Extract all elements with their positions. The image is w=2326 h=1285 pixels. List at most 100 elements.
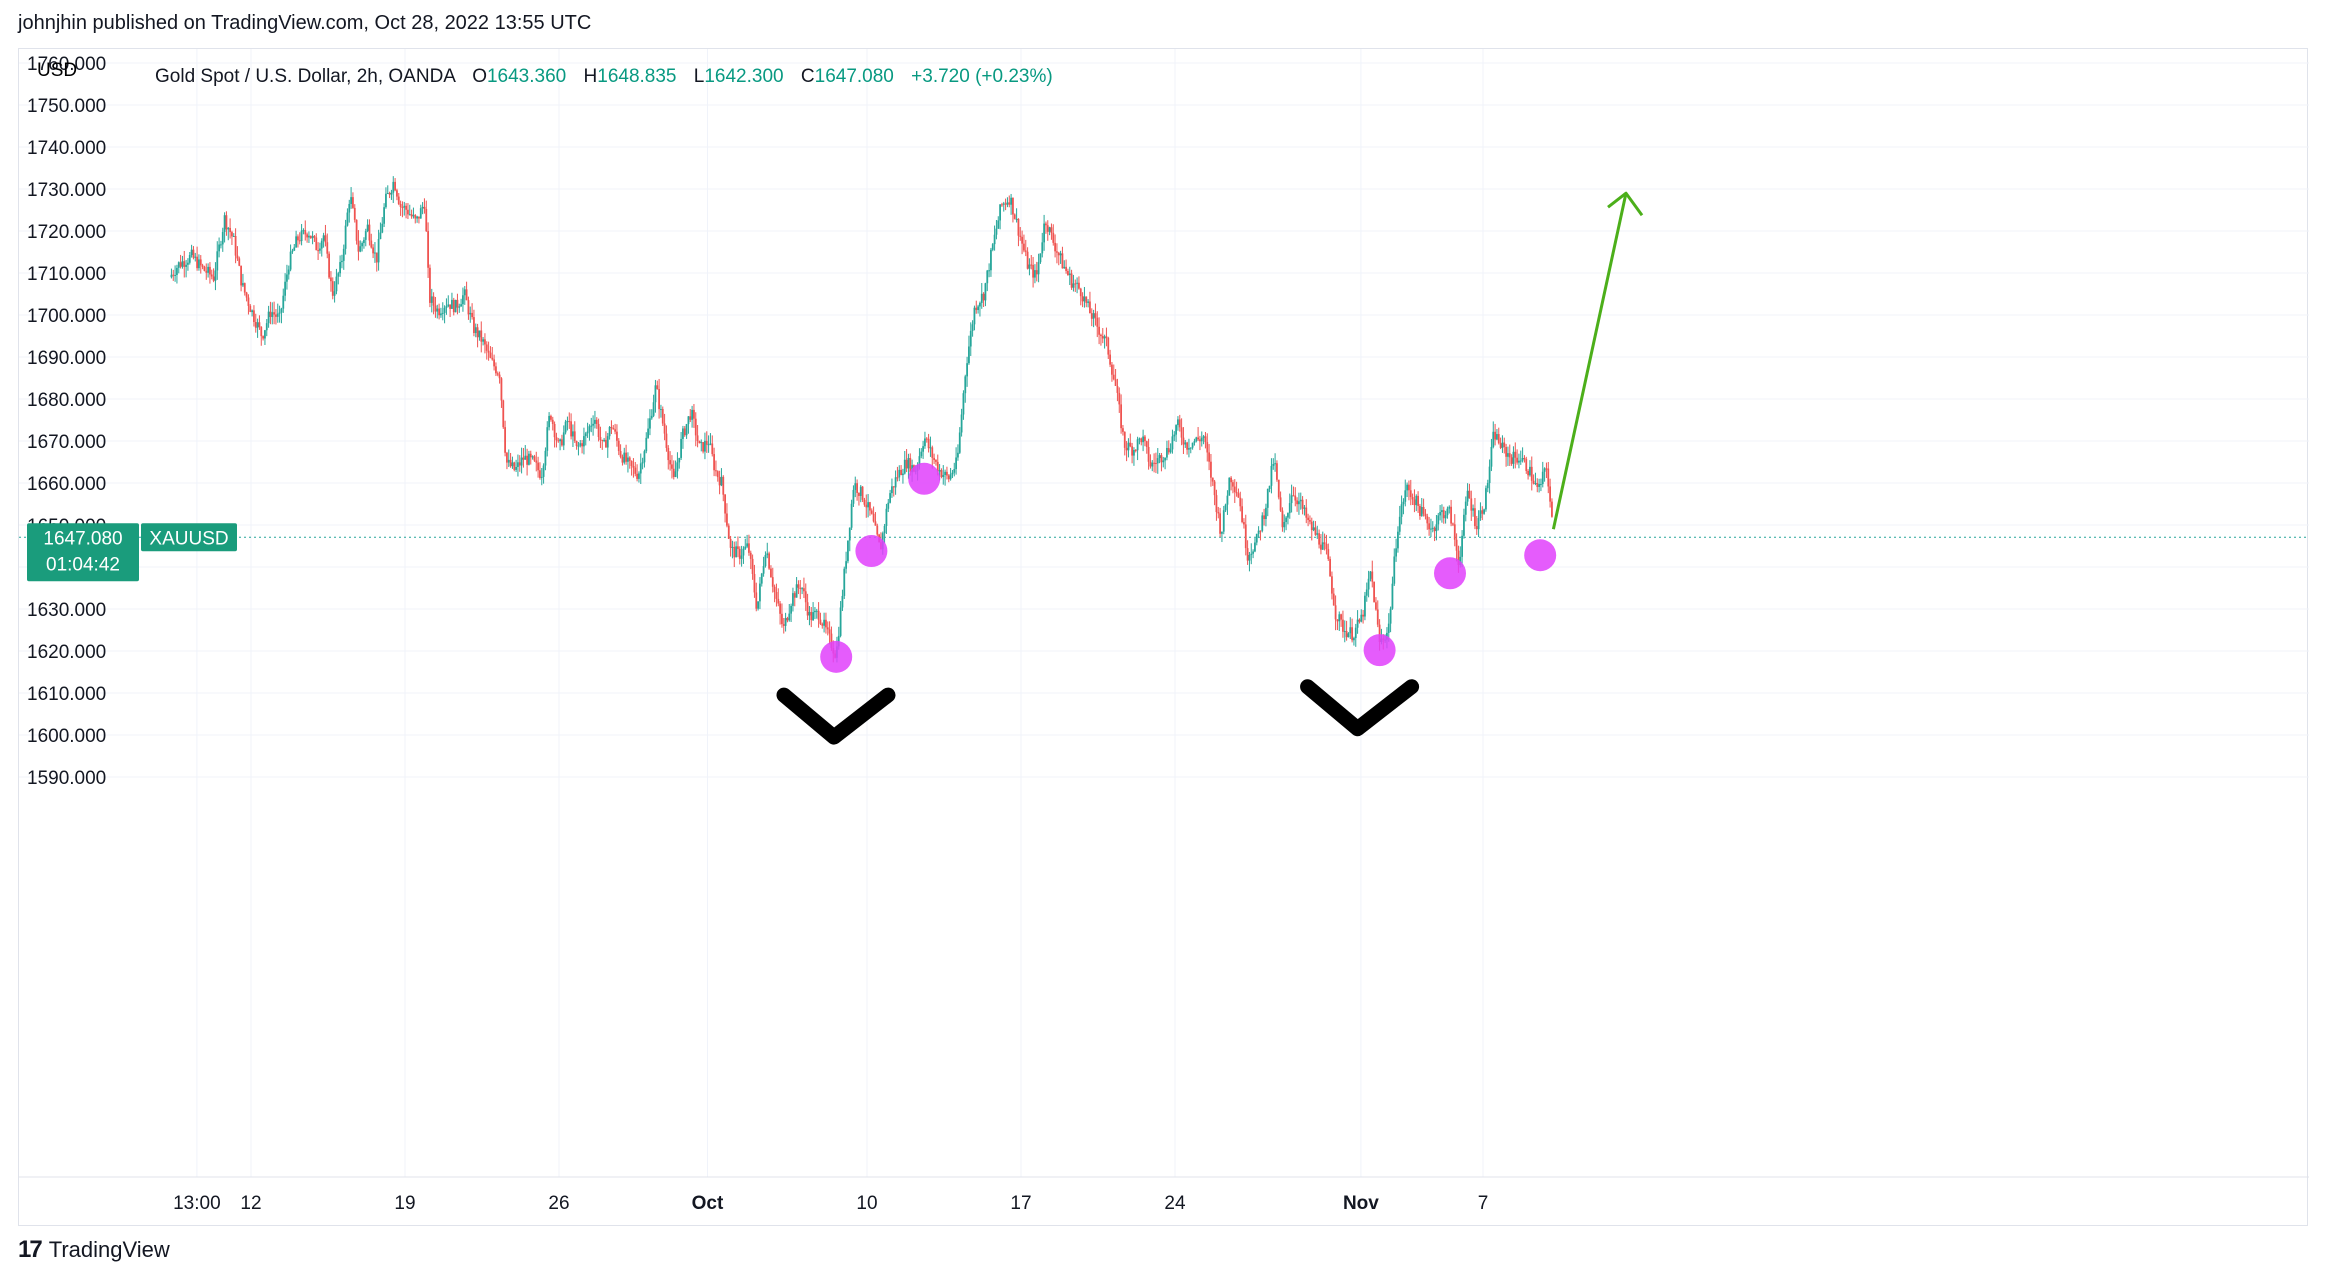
- candle-body: [308, 235, 310, 238]
- candle-body: [1173, 434, 1176, 437]
- candle-body: [1420, 506, 1423, 516]
- candle-body: [500, 378, 503, 401]
- candle-body: [1111, 364, 1113, 375]
- candle-body: [687, 416, 690, 425]
- candle-body: [905, 459, 908, 469]
- price-tag-box: [27, 523, 139, 582]
- candle-body: [1543, 468, 1546, 472]
- candle-body: [1411, 497, 1414, 500]
- candle-body: [865, 504, 868, 508]
- x-axis[interactable]: 13:00 12 19 26 Oct 10 17 24 Nov 7: [173, 1193, 1488, 1214]
- candle-body: [381, 223, 384, 233]
- candle-body: [784, 618, 787, 626]
- candle-body: [1288, 503, 1291, 514]
- y-tick-label: 1730.000: [27, 180, 106, 201]
- candlestick-chart[interactable]: 1760.000 1750.000 1740.000 1730.000 1720.000…: [19, 49, 2309, 1227]
- candle-body: [1547, 468, 1550, 487]
- candle-body: [1296, 500, 1298, 505]
- candle-body: [1444, 515, 1447, 519]
- candle-body: [322, 235, 325, 241]
- candle-body: [850, 503, 853, 528]
- candle-body: [812, 612, 814, 621]
- grid: [19, 49, 2309, 1178]
- candle-body: [1054, 242, 1056, 252]
- candle-body: [740, 555, 743, 559]
- candle-body: [707, 444, 710, 446]
- candle-body: [242, 283, 244, 286]
- candle-body: [304, 230, 307, 235]
- footer-brand[interactable]: TradingView: [48, 1237, 170, 1262]
- candle-body: [839, 607, 842, 636]
- candle-body: [1514, 451, 1517, 458]
- candle-body: [1510, 457, 1513, 464]
- candle-body: [1397, 531, 1399, 549]
- candle-body: [1485, 488, 1487, 510]
- candle-body: [940, 470, 943, 477]
- candle-body: [693, 409, 695, 419]
- candle-body: [555, 437, 558, 441]
- candle-body: [463, 289, 466, 296]
- candle-body: [1026, 251, 1029, 269]
- candle-body: [1345, 631, 1348, 638]
- candle-body: [225, 215, 228, 230]
- candle-body: [1305, 507, 1308, 518]
- candle-body: [1303, 507, 1306, 509]
- candle-body: [639, 463, 642, 474]
- candle-body: [848, 527, 851, 541]
- candle-body: [1540, 484, 1542, 486]
- candle-body: [933, 457, 935, 461]
- candle-body: [421, 206, 424, 209]
- tradingview-logo-icon[interactable]: 17: [18, 1236, 43, 1263]
- candle-body: [1437, 515, 1440, 525]
- candle-body: [1479, 510, 1482, 519]
- candle-body: [724, 494, 726, 514]
- candle-body: [192, 249, 195, 258]
- candle-body: [735, 546, 737, 558]
- candle-body: [337, 273, 340, 277]
- close-label: C: [801, 66, 815, 87]
- symbol-tag: XAUUSD: [149, 528, 228, 549]
- candle-body: [1162, 460, 1165, 463]
- chart-frame[interactable]: 1760.000 1750.000 1740.000 1730.000 1720.000…: [18, 48, 2309, 1227]
- candle-body: [1274, 463, 1276, 465]
- candle-body: [971, 324, 974, 331]
- candle-body: [1100, 334, 1102, 337]
- candle-body: [1391, 583, 1394, 609]
- y-tick-label: 1620.000: [27, 642, 106, 663]
- candle-body: [491, 357, 494, 360]
- candle-body: [1208, 452, 1210, 462]
- high-label: H: [584, 66, 598, 87]
- candle-body: [843, 568, 846, 596]
- candle-body: [1310, 521, 1313, 531]
- candle-body: [1516, 457, 1518, 463]
- candle-body: [1112, 374, 1115, 380]
- candle-body: [718, 477, 721, 486]
- candle-body: [309, 235, 312, 239]
- candle-body: [704, 440, 706, 452]
- candle-body: [529, 453, 532, 458]
- candle-body: [526, 455, 528, 465]
- candle-body: [771, 577, 774, 587]
- candle-body: [427, 231, 429, 268]
- candle-body: [1057, 252, 1060, 256]
- y-axis[interactable]: 1760.000 1750.000 1740.000 1730.000 1720.000…: [27, 54, 106, 789]
- candle-body: [1395, 548, 1397, 557]
- candle-body: [265, 323, 268, 331]
- candle-body: [722, 476, 725, 495]
- candle-body: [1523, 458, 1526, 460]
- candle-body: [610, 427, 613, 429]
- candle-body: [220, 244, 222, 246]
- arrow-head: [1607, 191, 1644, 217]
- candle-body: [518, 462, 521, 466]
- candle-body: [786, 618, 789, 621]
- candle-body: [471, 312, 473, 318]
- candle-body: [652, 402, 655, 416]
- candle-body: [790, 605, 792, 614]
- candle-body: [665, 433, 668, 448]
- candle-body: [264, 330, 266, 339]
- candle-body: [335, 276, 338, 292]
- candle-body: [258, 322, 261, 327]
- candle-body: [929, 447, 932, 449]
- candle-body: [621, 456, 624, 463]
- low-value: 1642.300: [704, 66, 783, 87]
